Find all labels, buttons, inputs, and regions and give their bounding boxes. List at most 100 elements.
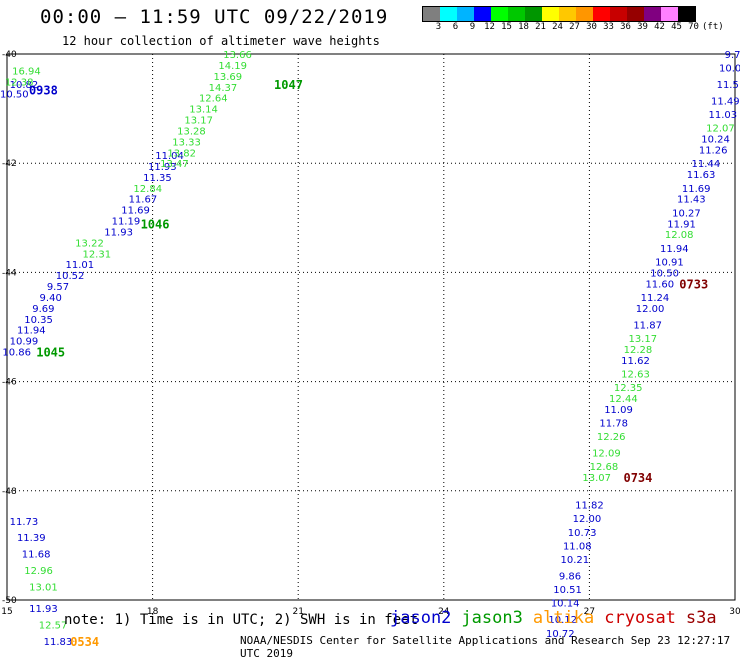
- jason2-data-label: 11.49: [711, 96, 740, 107]
- pass-time-label: 0938: [29, 83, 58, 97]
- x-tick-label: 30: [729, 607, 740, 617]
- jason2-data-label: 10.82: [10, 80, 39, 91]
- jason2-data-label: 11.78: [599, 419, 628, 430]
- jason2-data-label: 10.0: [719, 64, 740, 75]
- satellite-legend: jason2 jason3 altika cryosat s3a: [390, 608, 727, 628]
- jason2-data-label: 10.52: [56, 271, 85, 282]
- jason3-data-label: 14.19: [218, 61, 247, 72]
- jason2-data-label: 11.60: [645, 279, 674, 290]
- jason3-data-label: 13.66: [223, 50, 252, 61]
- jason3-data-label: 12.68: [590, 462, 619, 473]
- legend-label: 9: [469, 22, 476, 32]
- jason3-data-label: 13.01: [29, 582, 58, 593]
- jason3-data-label: 16.94: [12, 66, 41, 77]
- jason2-data-label: 10.72: [546, 629, 575, 640]
- jason2-data-label: 11.43: [677, 195, 706, 206]
- jason3-data-label: 12.64: [199, 94, 228, 105]
- jason3-data-label: 12.08: [665, 230, 694, 241]
- y-tick-label: -48: [2, 487, 17, 497]
- legend-swatch: [491, 7, 508, 21]
- legend-label: 39: [637, 22, 648, 32]
- jason3-data-label: 13.22: [75, 238, 104, 249]
- legend-swatch: [610, 7, 627, 21]
- jason3-data-label: 12.26: [597, 432, 626, 443]
- jason2-data-label: 11.01: [65, 260, 94, 271]
- jason2-data-label: 11.83: [44, 637, 73, 648]
- legend-label: 36: [620, 22, 631, 32]
- jason2-data-label: 10.21: [561, 555, 590, 566]
- jason3-data-label: 13.07: [582, 473, 611, 484]
- legend-label: 18: [518, 22, 529, 32]
- jason2-data-label: 10.73: [568, 528, 597, 539]
- legend-swatch: [627, 7, 644, 21]
- jason2-data-label: 9.86: [559, 571, 581, 582]
- legend-swatch: [644, 7, 661, 21]
- plot-frame: [6, 53, 736, 601]
- legend-swatch: [678, 7, 695, 21]
- legend-label: 6: [452, 22, 459, 32]
- legend-label: (ft): [702, 22, 724, 32]
- pass-time-label: 0534: [70, 635, 99, 649]
- jason3-data-label: 12.35: [614, 383, 643, 394]
- jason2-data-label: 9.40: [40, 293, 62, 304]
- jason2-data-label: 12.00: [573, 514, 602, 525]
- legend-swatch: [576, 7, 593, 21]
- jason2-data-label: 10.51: [553, 585, 582, 596]
- jason2-data-label: 10.35: [24, 315, 53, 326]
- jason2-data-label: 9.57: [47, 282, 69, 293]
- satellite-legend-item: cryosat: [604, 608, 676, 628]
- chart-title: 00:00 – 11:59 UTC 09/22/2019: [40, 6, 389, 28]
- jason2-data-label: 12.00: [636, 304, 665, 315]
- jason2-data-label: 11.82: [575, 500, 604, 511]
- jason2-data-label: 11.44: [692, 159, 721, 170]
- legend-label: 24: [552, 22, 563, 32]
- chart-subtitle: 12 hour collection of altimeter wave hei…: [62, 34, 380, 48]
- legend-swatch: [661, 7, 678, 21]
- y-tick-label: -40: [2, 50, 17, 60]
- jason2-data-label: 10.14: [551, 599, 580, 610]
- jason2-data-label: 10.50: [0, 89, 29, 100]
- legend-swatch: [440, 7, 457, 21]
- jason2-data-label: 11.93: [104, 227, 133, 238]
- legend-label: 21: [535, 22, 546, 32]
- pass-time-label: 1047: [274, 78, 303, 92]
- jason2-data-label: 10.86: [2, 348, 31, 359]
- jason2-data-label: 10.27: [672, 208, 701, 219]
- jason3-data-label: 13.47: [160, 159, 189, 170]
- x-tick-label: 15: [1, 607, 12, 617]
- x-tick-label: 24: [438, 607, 450, 617]
- jason2-data-label: 11.08: [563, 541, 592, 552]
- jason2-data-label: 11.63: [687, 170, 716, 181]
- jason2-data-label: 10.24: [701, 135, 730, 146]
- x-tick-label: 27: [584, 607, 595, 617]
- pass-time-label: 0733: [679, 277, 708, 291]
- jason3-data-label: 12.09: [592, 449, 621, 460]
- legend-label: 15: [501, 22, 512, 32]
- jason3-data-label: 13.33: [172, 137, 201, 148]
- jason2-data-label: 10.91: [655, 257, 684, 268]
- legend-swatch: [542, 7, 559, 21]
- satellite-legend-item: jason3: [461, 608, 523, 628]
- jason3-data-label: 12.96: [24, 566, 53, 577]
- jason3-data-label: 12.07: [706, 124, 735, 135]
- jason2-data-label: 11.67: [129, 195, 158, 206]
- satellite-legend-item: jason2: [390, 608, 452, 628]
- jason2-data-label: 11.93: [29, 604, 58, 615]
- pass-time-label: 0734: [623, 471, 652, 485]
- jason3-data-label: 13.82: [167, 148, 196, 159]
- jason3-data-label: 12.57: [39, 621, 68, 632]
- footer-credit: NOAA/NESDIS Center for Satellite Applica…: [240, 634, 731, 660]
- legend-label: 45: [671, 22, 682, 32]
- jason2-data-label: 11.87: [633, 320, 662, 331]
- jason2-data-label: 11.93: [148, 162, 177, 173]
- legend-label: 12: [484, 22, 495, 32]
- jason3-data-label: 12.31: [82, 249, 111, 260]
- legend-label: 30: [586, 22, 597, 32]
- jason3-data-label: 12.28: [624, 345, 653, 356]
- pass-time-label: 1046: [141, 217, 170, 231]
- y-tick-label: -42: [2, 159, 17, 169]
- jason2-data-label: 11.26: [699, 146, 728, 157]
- color-scale-legend: [422, 6, 696, 22]
- jason2-data-label: 11.24: [641, 293, 670, 304]
